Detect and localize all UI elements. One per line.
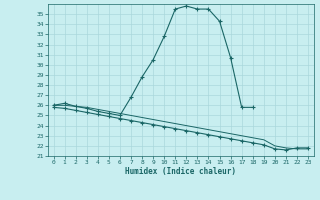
X-axis label: Humidex (Indice chaleur): Humidex (Indice chaleur) (125, 167, 236, 176)
